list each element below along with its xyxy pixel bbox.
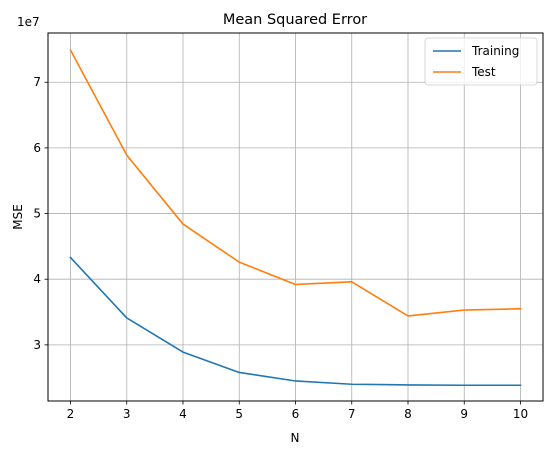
series-line-test <box>69 48 522 317</box>
x-tick-label: 7 <box>348 407 356 421</box>
x-tick-label: 10 <box>513 407 528 421</box>
x-tick-label: 3 <box>123 407 131 421</box>
chart-title: Mean Squared Error <box>223 12 367 28</box>
legend-label: Test <box>471 65 496 79</box>
x-axis-label: N <box>291 431 300 445</box>
legend: Training Test <box>424 37 538 86</box>
y-tick-label: 3 <box>33 338 41 352</box>
x-tick-label: 5 <box>235 407 243 421</box>
x-tick-label: 8 <box>404 407 412 421</box>
x-tick-label: 6 <box>292 407 300 421</box>
x-axis-ticks: 2 3 4 5 6 7 8 9 10 <box>67 401 528 421</box>
legend-box <box>424 37 538 86</box>
y-tick-label: 7 <box>33 75 41 89</box>
y-tick-label: 4 <box>33 272 41 286</box>
y-tick-label: 6 <box>33 141 41 155</box>
x-tick-label: 9 <box>460 407 468 421</box>
y-axis-ticks: 3 4 5 6 7 <box>33 75 48 352</box>
series-line-training <box>69 256 522 387</box>
series-lines <box>69 48 522 387</box>
x-tick-label: 2 <box>67 407 75 421</box>
y-tick-label: 5 <box>33 207 41 221</box>
x-tick-label: 4 <box>179 407 187 421</box>
y-offset-label: 1e7 <box>17 15 40 29</box>
y-axis-label: MSE <box>11 204 25 230</box>
legend-label: Training <box>471 44 519 58</box>
grid <box>48 33 543 401</box>
